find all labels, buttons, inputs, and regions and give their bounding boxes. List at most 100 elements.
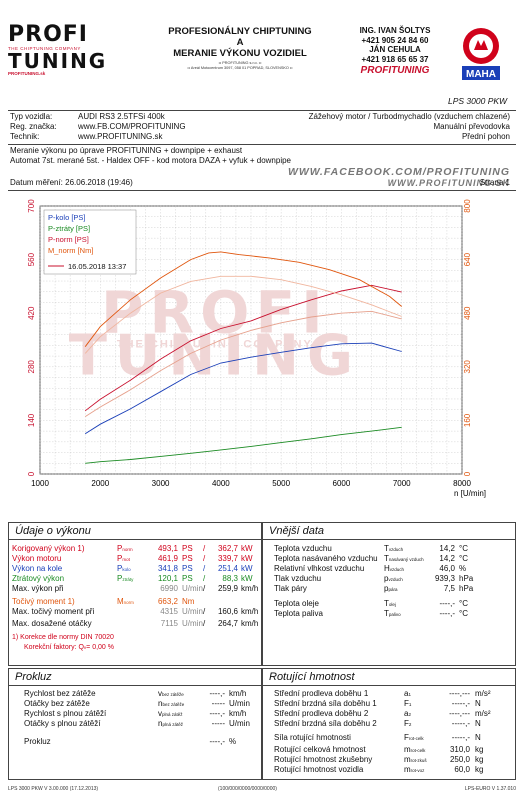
series-line-0 bbox=[84, 284, 402, 412]
slip-unit: U/min bbox=[229, 699, 250, 708]
slip-symbol-main: v bbox=[158, 689, 162, 698]
panel-performance-title: Údaje o výkonu bbox=[9, 523, 261, 540]
perf-unit1: PS bbox=[182, 544, 193, 553]
slip-symbol: vplná zátěž bbox=[158, 709, 183, 720]
contact-phone-2: +421 918 65 65 37 bbox=[361, 54, 429, 64]
env-value: 14,2 bbox=[439, 554, 455, 563]
contact-brand: PROFITUNING bbox=[360, 65, 430, 76]
vehicle-type: AUDI RS3 2.5TFSi 400k bbox=[78, 112, 165, 121]
series-line-5 bbox=[84, 275, 402, 354]
rot-symbol-main: m bbox=[404, 755, 411, 764]
perf-value1: 6990 bbox=[160, 584, 178, 593]
slip-label: Rychlost s plnou zátěží bbox=[24, 709, 107, 718]
rot-value: -----,- bbox=[451, 719, 470, 728]
perf-symbol-sub: ztráty bbox=[122, 577, 134, 582]
header-title-3: MERANIE VÝKONU VOZIDIEL bbox=[173, 48, 307, 59]
page-number: Strana 1 bbox=[479, 178, 510, 187]
env-label: Teplota paliva bbox=[274, 609, 323, 618]
rot-symbol-sub: rot-celk bbox=[410, 748, 426, 753]
slip-symbol-sub: plná zátěž bbox=[162, 722, 183, 727]
series-line-2 bbox=[85, 426, 402, 464]
series-line-3 bbox=[84, 251, 402, 347]
perf-unit1: U/min bbox=[182, 584, 203, 593]
torque-symbol: Mnorm bbox=[117, 597, 134, 608]
lps-label: LPS 3000 PKW bbox=[448, 96, 508, 106]
perf-value2: 251,4 bbox=[217, 564, 238, 573]
max-rpm-speed: 264,7 bbox=[217, 619, 238, 628]
env-symbol: Tpalivo bbox=[384, 609, 401, 620]
panel-rotating-mass: Rotující hmotnost bbox=[262, 668, 516, 780]
rot-unit: N bbox=[475, 699, 481, 708]
env-symbol-main: T bbox=[384, 599, 389, 608]
y-left-tick-label: 0 bbox=[27, 471, 36, 476]
watermark-line1: PROFI bbox=[101, 278, 329, 346]
env-unit: hPa bbox=[459, 584, 474, 593]
env-symbol-sub: pára bbox=[388, 587, 398, 592]
rot-symbol: mrot-zkuš bbox=[404, 755, 427, 766]
y-right-tick-label: 0 bbox=[463, 471, 472, 476]
env-symbol-sub: palivo bbox=[388, 612, 401, 617]
header-company: •• PROFITUNING s.r.o. •• bbox=[218, 61, 262, 65]
env-symbol-main: p bbox=[384, 574, 389, 583]
env-symbol: pvzduch bbox=[384, 574, 403, 585]
measurement-description-1: Meranie výkonu po úprave PROFITUNING + d… bbox=[10, 146, 243, 155]
env-unit: °C bbox=[459, 609, 468, 618]
rot-symbol-sub: rot-zkuš bbox=[410, 758, 427, 763]
perf-value2: 259,9 bbox=[217, 584, 238, 593]
slip-symbol-main: n bbox=[158, 719, 163, 728]
logo-tagline: THE CHIPTUNING COMPANY bbox=[8, 46, 81, 51]
x-tick-label: 6000 bbox=[333, 479, 351, 488]
y-left-tick-label: 280 bbox=[27, 360, 36, 374]
perf-symbol: Pmot bbox=[117, 554, 130, 565]
header-title-block: PROFESIONÁLNY CHIPTUNING A MERANIE VÝKON… bbox=[150, 26, 330, 71]
vehicle-label-type: Typ vozidla: bbox=[10, 112, 53, 121]
perf-unit2: kW bbox=[241, 554, 253, 563]
perf-label: Výkon motoru bbox=[12, 554, 62, 563]
panel-environment: Vnější data bbox=[262, 522, 516, 666]
divider-vehicle bbox=[8, 144, 516, 145]
perf-value1: 341,8 bbox=[157, 564, 178, 573]
env-symbol-sub: vzduch bbox=[389, 567, 405, 572]
slip-value: ----,- bbox=[209, 689, 225, 698]
watermark-tagline: THE CHIPTUNING COMPANY bbox=[117, 339, 313, 351]
slip-value: ----,- bbox=[209, 709, 225, 718]
slip-symbol-main: v bbox=[158, 709, 162, 718]
env-unit: °C bbox=[459, 544, 468, 553]
env-symbol: ppára bbox=[384, 584, 397, 595]
rot-symbol-main: a bbox=[404, 689, 409, 698]
env-unit: °C bbox=[459, 599, 468, 608]
slash: / bbox=[203, 619, 206, 628]
perf-unit1: PS bbox=[182, 574, 193, 583]
perf-symbol-sub: kolo bbox=[122, 567, 131, 572]
facebook-url: WWW.FACEBOOK.COM/PROFITUNING bbox=[287, 166, 510, 178]
perf-symbol-sub: mot bbox=[122, 557, 130, 562]
contact-phone-1: +421 905 24 84 60 bbox=[361, 35, 429, 45]
header-contact: ING. IVAN ŠOLTYS +421 905 24 84 60 JÁN C… bbox=[340, 26, 450, 76]
vehicle-engine: Zážehový motor / Turbodmychadlo (vzduche… bbox=[308, 112, 510, 121]
env-symbol-main: p bbox=[384, 584, 389, 593]
env-label: Teplota oleje bbox=[274, 599, 319, 608]
y-left-tick-label: 140 bbox=[27, 413, 36, 427]
perf-symbol-main: P bbox=[117, 564, 123, 573]
max-torque-speed-unit: km/h bbox=[241, 607, 259, 616]
y-right-tick-label: 800 bbox=[463, 199, 472, 213]
maha-logo: MAHA bbox=[452, 26, 510, 82]
slip-label: Otáčky bez zátěže bbox=[24, 699, 90, 708]
vehicle-label-tech: Technik: bbox=[10, 132, 40, 141]
perf-label: Výkon na kole bbox=[12, 564, 63, 573]
max-torque-label: Max. točivý moment při bbox=[12, 607, 95, 616]
rot-unit: kg bbox=[475, 745, 484, 754]
perf-label: Korigovaný výkon 1) bbox=[12, 544, 85, 553]
rot-label: Střední prodleva doběhu 1 bbox=[274, 689, 369, 698]
rot-value: 60,0 bbox=[454, 765, 470, 774]
slip-unit: % bbox=[229, 737, 237, 746]
x-tick-label: 3000 bbox=[152, 479, 170, 488]
rot-value: ----,--- bbox=[449, 709, 470, 718]
panel-performance: Údaje o výkonu bbox=[8, 522, 262, 666]
rot-symbol-main: F bbox=[404, 733, 409, 742]
header-title-1: PROFESIONÁLNY CHIPTUNING bbox=[168, 26, 312, 37]
rot-symbol: mrot-voz bbox=[404, 765, 424, 776]
logo-line2: TUNING bbox=[8, 49, 108, 73]
perf-symbol: Pnorm bbox=[117, 544, 133, 555]
